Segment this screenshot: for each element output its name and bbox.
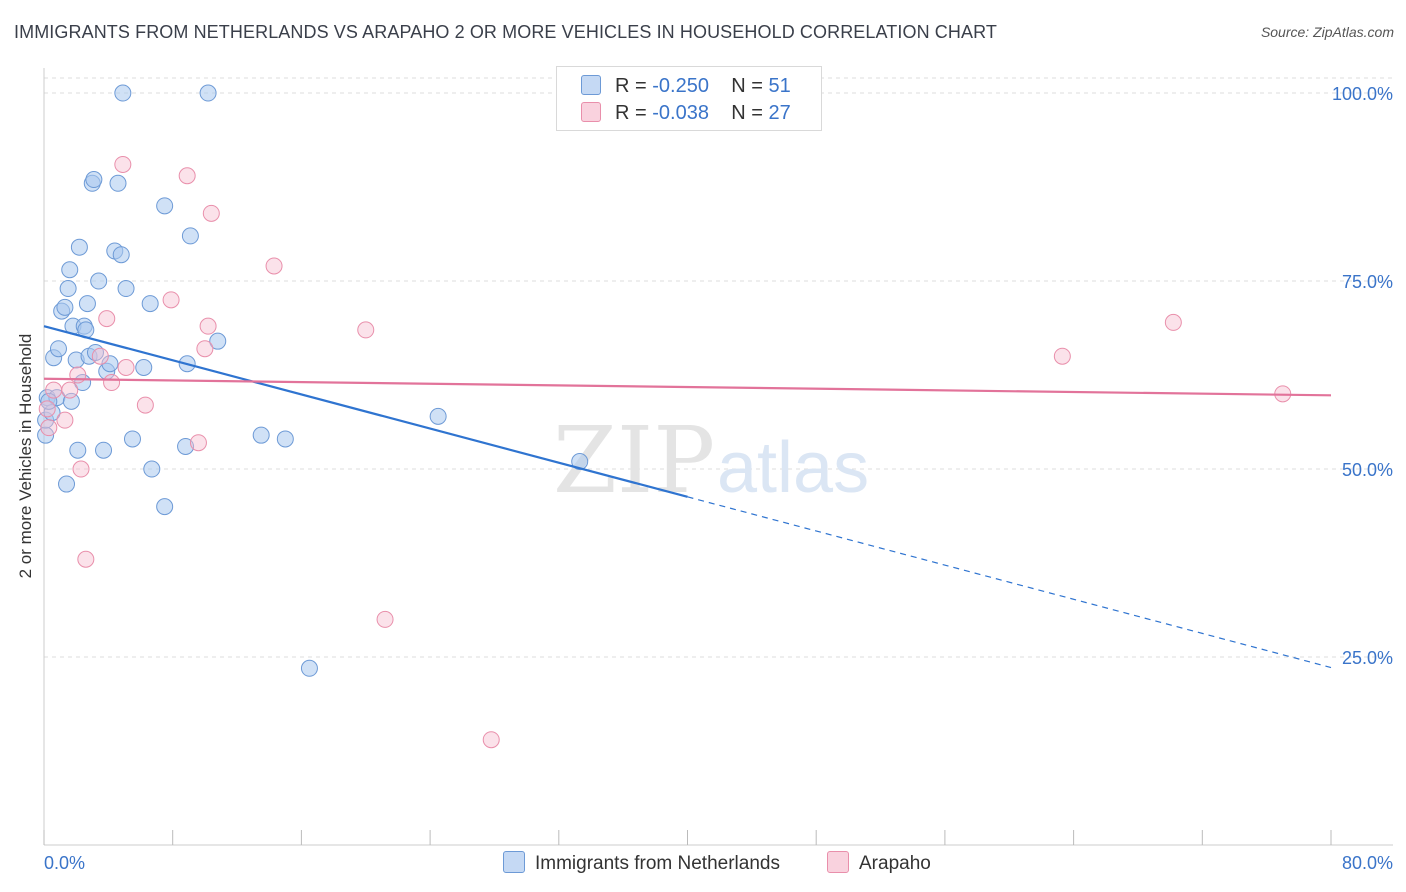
- point-netherlands: [141, 295, 159, 313]
- legend-item-arapaho[interactable]: Arapaho: [827, 851, 931, 875]
- point-arapaho: [69, 366, 87, 384]
- point-netherlands: [181, 227, 199, 245]
- point-netherlands: [156, 197, 174, 215]
- r-value: -0.038: [652, 102, 709, 124]
- point-netherlands: [69, 441, 87, 459]
- point-netherlands: [49, 340, 67, 358]
- point-netherlands: [209, 332, 227, 350]
- point-netherlands: [276, 430, 294, 448]
- trend-line-arapaho: [43, 377, 1332, 397]
- point-arapaho: [189, 434, 207, 452]
- point-netherlands: [143, 460, 161, 478]
- point-arapaho: [265, 257, 283, 275]
- point-arapaho: [199, 317, 217, 335]
- stats-legend: R = -0.250 N = 51 R = -0.038 N = 27: [556, 66, 822, 131]
- point-netherlands: [58, 475, 76, 493]
- point-arapaho: [136, 396, 154, 414]
- point-netherlands: [90, 272, 108, 290]
- n-label: N =: [731, 102, 763, 124]
- point-netherlands: [429, 407, 447, 425]
- legend-swatch-pink: [827, 851, 849, 873]
- point-netherlands: [112, 246, 130, 264]
- watermark: ZIP atlas: [553, 407, 869, 514]
- gridlines: [44, 77, 1393, 658]
- legend-swatch-blue: [581, 75, 601, 95]
- x-tick-label: 0.0%: [44, 853, 85, 873]
- source-label: Source: ZipAtlas.com: [1260, 24, 1394, 40]
- r-value: -0.250: [652, 75, 709, 97]
- point-arapaho: [357, 321, 375, 339]
- point-netherlands: [135, 359, 153, 377]
- point-arapaho: [91, 347, 109, 365]
- y-tick-label: 25.0%: [1342, 648, 1393, 668]
- point-netherlands: [156, 498, 174, 516]
- point-netherlands: [70, 238, 88, 256]
- point-arapaho: [38, 400, 56, 418]
- point-arapaho: [72, 460, 90, 478]
- legend-label: Immigrants from Netherlands: [535, 853, 780, 874]
- n-label: N =: [731, 75, 763, 97]
- legend-swatch-blue: [503, 851, 525, 873]
- point-netherlands: [61, 261, 79, 279]
- n-value: 51: [768, 75, 791, 97]
- point-netherlands: [199, 84, 217, 102]
- point-arapaho: [114, 155, 132, 173]
- point-arapaho: [376, 610, 394, 628]
- point-arapaho: [40, 419, 58, 437]
- point-arapaho: [45, 381, 63, 399]
- trend-line-netherlands: [43, 325, 688, 498]
- point-arapaho: [196, 340, 214, 358]
- point-netherlands: [123, 430, 141, 448]
- point-arapaho: [1053, 347, 1071, 365]
- legend-label: Arapaho: [859, 853, 931, 874]
- point-arapaho: [103, 374, 121, 392]
- point-arapaho: [117, 359, 135, 377]
- point-netherlands: [117, 280, 135, 298]
- y-tick-label: 75.0%: [1342, 272, 1393, 292]
- r-label: R =: [615, 75, 647, 97]
- point-arapaho: [482, 731, 500, 749]
- point-arapaho: [56, 411, 74, 429]
- y-tick-label: 100.0%: [1332, 84, 1393, 104]
- point-netherlands: [59, 280, 77, 298]
- point-arapaho: [1164, 313, 1182, 331]
- legend-swatch-pink: [581, 102, 601, 122]
- point-netherlands: [85, 171, 103, 189]
- point-netherlands: [56, 298, 74, 316]
- chart-title: IMMIGRANTS FROM NETHERLANDS VS ARAPAHO 2…: [14, 22, 997, 42]
- point-netherlands: [300, 659, 318, 677]
- point-netherlands: [114, 84, 132, 102]
- stats-legend-row-netherlands: R = -0.250 N = 51: [581, 75, 791, 99]
- tick-labels: 25.0% 50.0% 75.0% 100.0% 0.0% 80.0%: [44, 84, 1393, 873]
- series-arapaho-points: [38, 155, 1292, 749]
- point-netherlands: [78, 295, 96, 313]
- point-arapaho: [202, 204, 220, 222]
- watermark-atlas: atlas: [717, 428, 869, 508]
- point-arapaho: [61, 381, 79, 399]
- point-netherlands: [177, 437, 195, 455]
- point-arapaho: [162, 291, 180, 309]
- point-netherlands: [571, 453, 589, 470]
- axes: [43, 68, 1393, 846]
- r-label: R =: [615, 102, 647, 124]
- point-netherlands: [95, 441, 113, 459]
- y-tick-label: 50.0%: [1342, 460, 1393, 480]
- n-value: 27: [768, 102, 791, 124]
- point-netherlands: [252, 426, 270, 444]
- trend-line-netherlands-extrapolated: [687, 496, 1332, 669]
- x-tick-label: 80.0%: [1342, 853, 1393, 873]
- point-arapaho: [77, 550, 95, 568]
- stats-legend-row-arapaho: R = -0.038 N = 27: [581, 102, 791, 126]
- point-netherlands: [109, 174, 127, 192]
- trend-lines: [43, 325, 1332, 669]
- legend-item-netherlands[interactable]: Immigrants from Netherlands: [503, 851, 780, 875]
- point-arapaho: [98, 310, 116, 328]
- point-arapaho: [178, 167, 196, 185]
